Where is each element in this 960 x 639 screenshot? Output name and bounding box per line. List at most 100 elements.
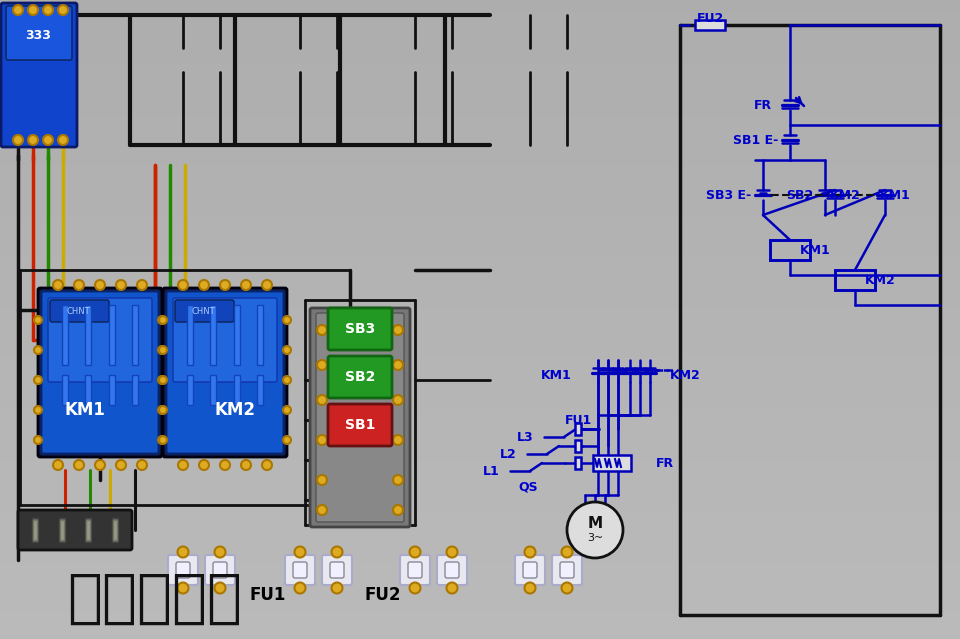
- Circle shape: [58, 5, 68, 15]
- Bar: [0, 268, 960, 281]
- Bar: [0, 358, 960, 371]
- Bar: [770, 240, 810, 260]
- Bar: [233, 305, 240, 365]
- Bar: [0, 153, 960, 166]
- Circle shape: [159, 436, 167, 444]
- Circle shape: [214, 546, 226, 557]
- Bar: [60, 520, 63, 540]
- FancyBboxPatch shape: [523, 562, 537, 578]
- Text: FU1: FU1: [250, 586, 286, 604]
- Bar: [0, 613, 960, 626]
- Circle shape: [116, 280, 126, 290]
- Circle shape: [34, 376, 42, 384]
- Circle shape: [13, 5, 23, 15]
- FancyBboxPatch shape: [163, 288, 287, 457]
- Circle shape: [567, 502, 623, 558]
- FancyBboxPatch shape: [168, 555, 198, 585]
- FancyBboxPatch shape: [48, 298, 152, 382]
- Text: 我是大俦哥: 我是大俦哥: [67, 569, 243, 626]
- Text: 333: 333: [25, 29, 51, 42]
- Circle shape: [562, 583, 572, 594]
- Bar: [0, 435, 960, 447]
- Bar: [438, 556, 466, 584]
- Circle shape: [393, 505, 403, 515]
- Text: SB1 E-: SB1 E-: [732, 134, 778, 146]
- Bar: [0, 102, 960, 115]
- Circle shape: [159, 346, 167, 354]
- Bar: [0, 396, 960, 409]
- Text: CHNT: CHNT: [66, 307, 90, 316]
- Circle shape: [317, 360, 327, 370]
- Text: QS: QS: [518, 481, 538, 493]
- FancyBboxPatch shape: [328, 308, 392, 350]
- Bar: [575, 440, 581, 452]
- FancyBboxPatch shape: [445, 562, 459, 578]
- FancyBboxPatch shape: [285, 555, 315, 585]
- Bar: [0, 307, 960, 320]
- FancyBboxPatch shape: [560, 562, 574, 578]
- Circle shape: [74, 460, 84, 470]
- Circle shape: [116, 460, 126, 470]
- FancyBboxPatch shape: [330, 562, 344, 578]
- Bar: [0, 537, 960, 550]
- FancyBboxPatch shape: [50, 300, 109, 322]
- Circle shape: [178, 583, 188, 594]
- Bar: [0, 243, 960, 256]
- FancyBboxPatch shape: [176, 562, 190, 578]
- FancyBboxPatch shape: [400, 555, 430, 585]
- FancyBboxPatch shape: [38, 288, 162, 457]
- Bar: [0, 26, 960, 38]
- Circle shape: [159, 406, 167, 414]
- Circle shape: [524, 546, 536, 557]
- Bar: [187, 305, 193, 365]
- Bar: [86, 520, 90, 540]
- Bar: [0, 371, 960, 383]
- Bar: [0, 447, 960, 460]
- Bar: [0, 256, 960, 268]
- Circle shape: [317, 475, 327, 485]
- Text: M: M: [588, 516, 603, 532]
- Bar: [0, 51, 960, 64]
- Bar: [0, 294, 960, 307]
- Circle shape: [295, 546, 305, 557]
- FancyBboxPatch shape: [166, 291, 284, 454]
- Bar: [113, 520, 117, 540]
- Circle shape: [137, 460, 147, 470]
- Circle shape: [393, 360, 403, 370]
- Bar: [33, 520, 37, 540]
- FancyBboxPatch shape: [205, 555, 235, 585]
- Circle shape: [137, 280, 147, 290]
- Bar: [0, 345, 960, 358]
- Circle shape: [199, 460, 209, 470]
- Bar: [0, 511, 960, 524]
- Circle shape: [13, 135, 23, 145]
- Bar: [0, 409, 960, 422]
- Bar: [206, 556, 234, 584]
- Circle shape: [158, 376, 166, 384]
- Circle shape: [446, 583, 458, 594]
- Text: KM2: KM2: [865, 273, 896, 286]
- Bar: [401, 556, 429, 584]
- Bar: [0, 281, 960, 294]
- FancyBboxPatch shape: [310, 308, 410, 527]
- Circle shape: [283, 376, 291, 384]
- Bar: [0, 524, 960, 537]
- Bar: [0, 166, 960, 179]
- Circle shape: [159, 376, 167, 384]
- FancyBboxPatch shape: [1, 3, 77, 147]
- Text: FU2: FU2: [365, 586, 401, 604]
- Text: FU2: FU2: [696, 12, 724, 24]
- Circle shape: [34, 406, 42, 414]
- FancyBboxPatch shape: [437, 555, 467, 585]
- FancyBboxPatch shape: [213, 562, 227, 578]
- Circle shape: [446, 546, 458, 557]
- Text: KM1: KM1: [64, 401, 106, 419]
- Bar: [233, 375, 240, 405]
- Circle shape: [28, 5, 38, 15]
- Circle shape: [74, 280, 84, 290]
- Bar: [0, 498, 960, 511]
- Circle shape: [158, 436, 166, 444]
- Bar: [85, 375, 91, 405]
- Text: L1: L1: [483, 465, 500, 477]
- FancyBboxPatch shape: [175, 300, 234, 322]
